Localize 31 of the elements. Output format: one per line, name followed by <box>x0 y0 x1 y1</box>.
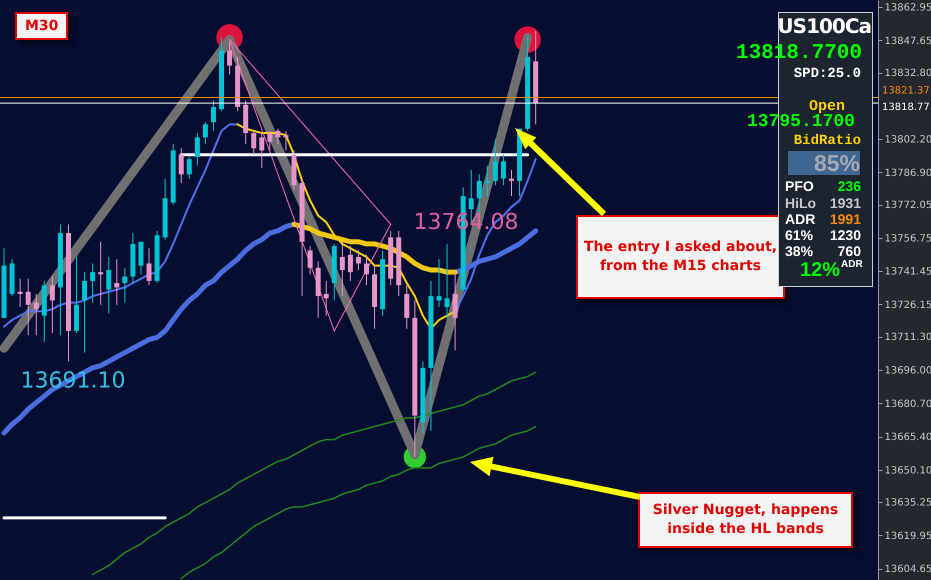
annotation: 12% <box>800 259 840 282</box>
y-tick-label: 13847.65 <box>884 36 931 47</box>
annotation: US100Ca <box>777 14 871 38</box>
ref-line-label: 13821.37 <box>882 85 930 96</box>
annotation: 1991 <box>830 211 861 227</box>
annotation: M30 <box>15 12 68 40</box>
annotation: ADR <box>841 259 863 270</box>
y-tick-label: 13772.05 <box>884 200 931 212</box>
annotation: 1230 <box>830 227 861 243</box>
y-tick-label: 13862.95 <box>884 2 931 14</box>
annotation: HiLo <box>785 195 816 211</box>
annotation: 1931 <box>830 195 861 211</box>
annotation: ADR <box>785 211 816 227</box>
annotation: 61% <box>785 227 814 243</box>
annotation: 760 <box>838 243 861 259</box>
y-tick-label: 13726.15 <box>884 300 931 311</box>
annotation: 236 <box>838 178 861 194</box>
annotation: PFO <box>785 178 814 194</box>
annotation: 38% <box>785 243 814 259</box>
annotation: BidRatio <box>794 133 861 149</box>
y-tick-label: 13741.45 <box>884 266 931 278</box>
y-tick-label: 13604.65 <box>884 564 931 576</box>
callout-box: The entry I asked about, from the M15 charts <box>576 215 785 299</box>
y-tick-label: 13635.25 <box>884 498 931 509</box>
callout-box: Silver Nugget, happens inside the HL bands <box>638 492 853 548</box>
ref-line-label: 13818.77 <box>882 102 930 114</box>
y-tick-label: 13619.95 <box>884 530 931 542</box>
annotation: 85% <box>788 150 860 176</box>
annotation: SPD:25.0 <box>794 66 861 82</box>
y-tick-label: 13756.75 <box>884 233 931 244</box>
annotation: Open <box>808 98 845 115</box>
